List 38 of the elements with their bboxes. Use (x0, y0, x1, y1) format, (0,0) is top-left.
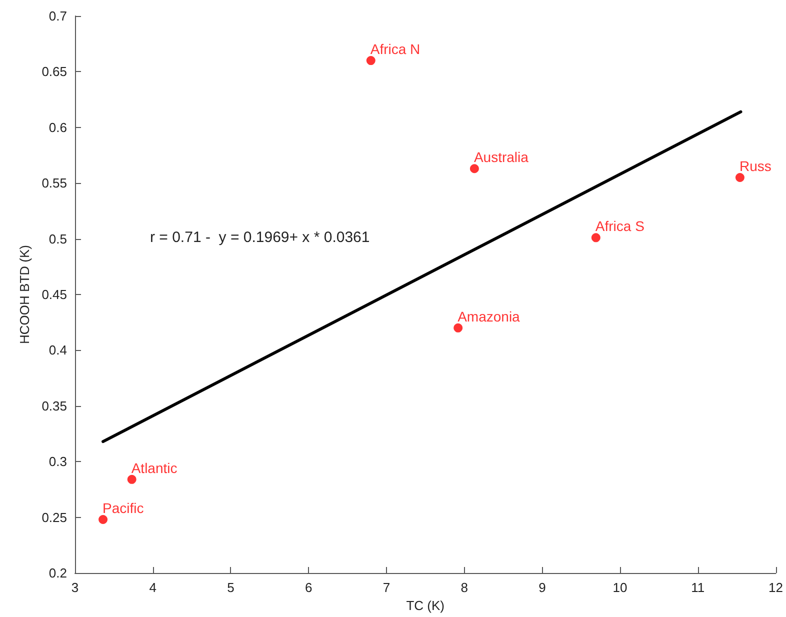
point (470, 164, 479, 174)
y-axis-title: HCOOH BTD (K) (16, 245, 32, 344)
point (127, 474, 136, 484)
x-tick-label: 4 (149, 580, 156, 595)
y-tick-label: 0.45 (42, 287, 67, 302)
y-tick-label: 0.4 (48, 342, 67, 358)
point (454, 323, 463, 332)
data-label: Atlantic (131, 460, 178, 476)
x-tick-label: 7 (382, 580, 390, 595)
data-label: Australia (474, 149, 529, 166)
data-label: Pacific (102, 500, 144, 516)
y-tick-label: 0.3 (48, 454, 67, 470)
y-tick-label: 0.55 (42, 176, 67, 191)
y-tick-label: 0.6 (48, 120, 67, 135)
y-tick-label: 0.2 (48, 566, 67, 580)
y-tick-label: 0.5 (48, 231, 67, 246)
x-tick-label: 8 (460, 580, 468, 595)
annotation: r = 0.71 - y = 0.1969+ x * 0.0361 (150, 229, 370, 246)
x-tick-label: 10 (612, 580, 628, 595)
point (366, 56, 376, 66)
y-tick-label: 0.25 (42, 510, 67, 525)
x-tick-label: 5 (227, 580, 234, 595)
point (735, 173, 744, 182)
x-tick-label: 11 (691, 580, 705, 595)
point (98, 515, 108, 524)
y-tick-label: 0.65 (42, 64, 67, 80)
x-tick-label: 9 (538, 580, 546, 595)
x-tick-label: 12 (768, 580, 784, 595)
y-tick-label: 0.7 (48, 8, 67, 24)
data-label: Africa N (370, 41, 420, 58)
y-tick-label: 0.35 (42, 398, 67, 414)
data-label: Amazonia (458, 308, 520, 324)
x-tick-label: 6 (304, 580, 312, 595)
data-label: Russ (739, 158, 772, 174)
data-label: Africa S (595, 218, 644, 234)
x-axis-title: TC (K) (406, 598, 445, 613)
point (591, 233, 600, 242)
x-tick-label: 3 (71, 580, 79, 595)
